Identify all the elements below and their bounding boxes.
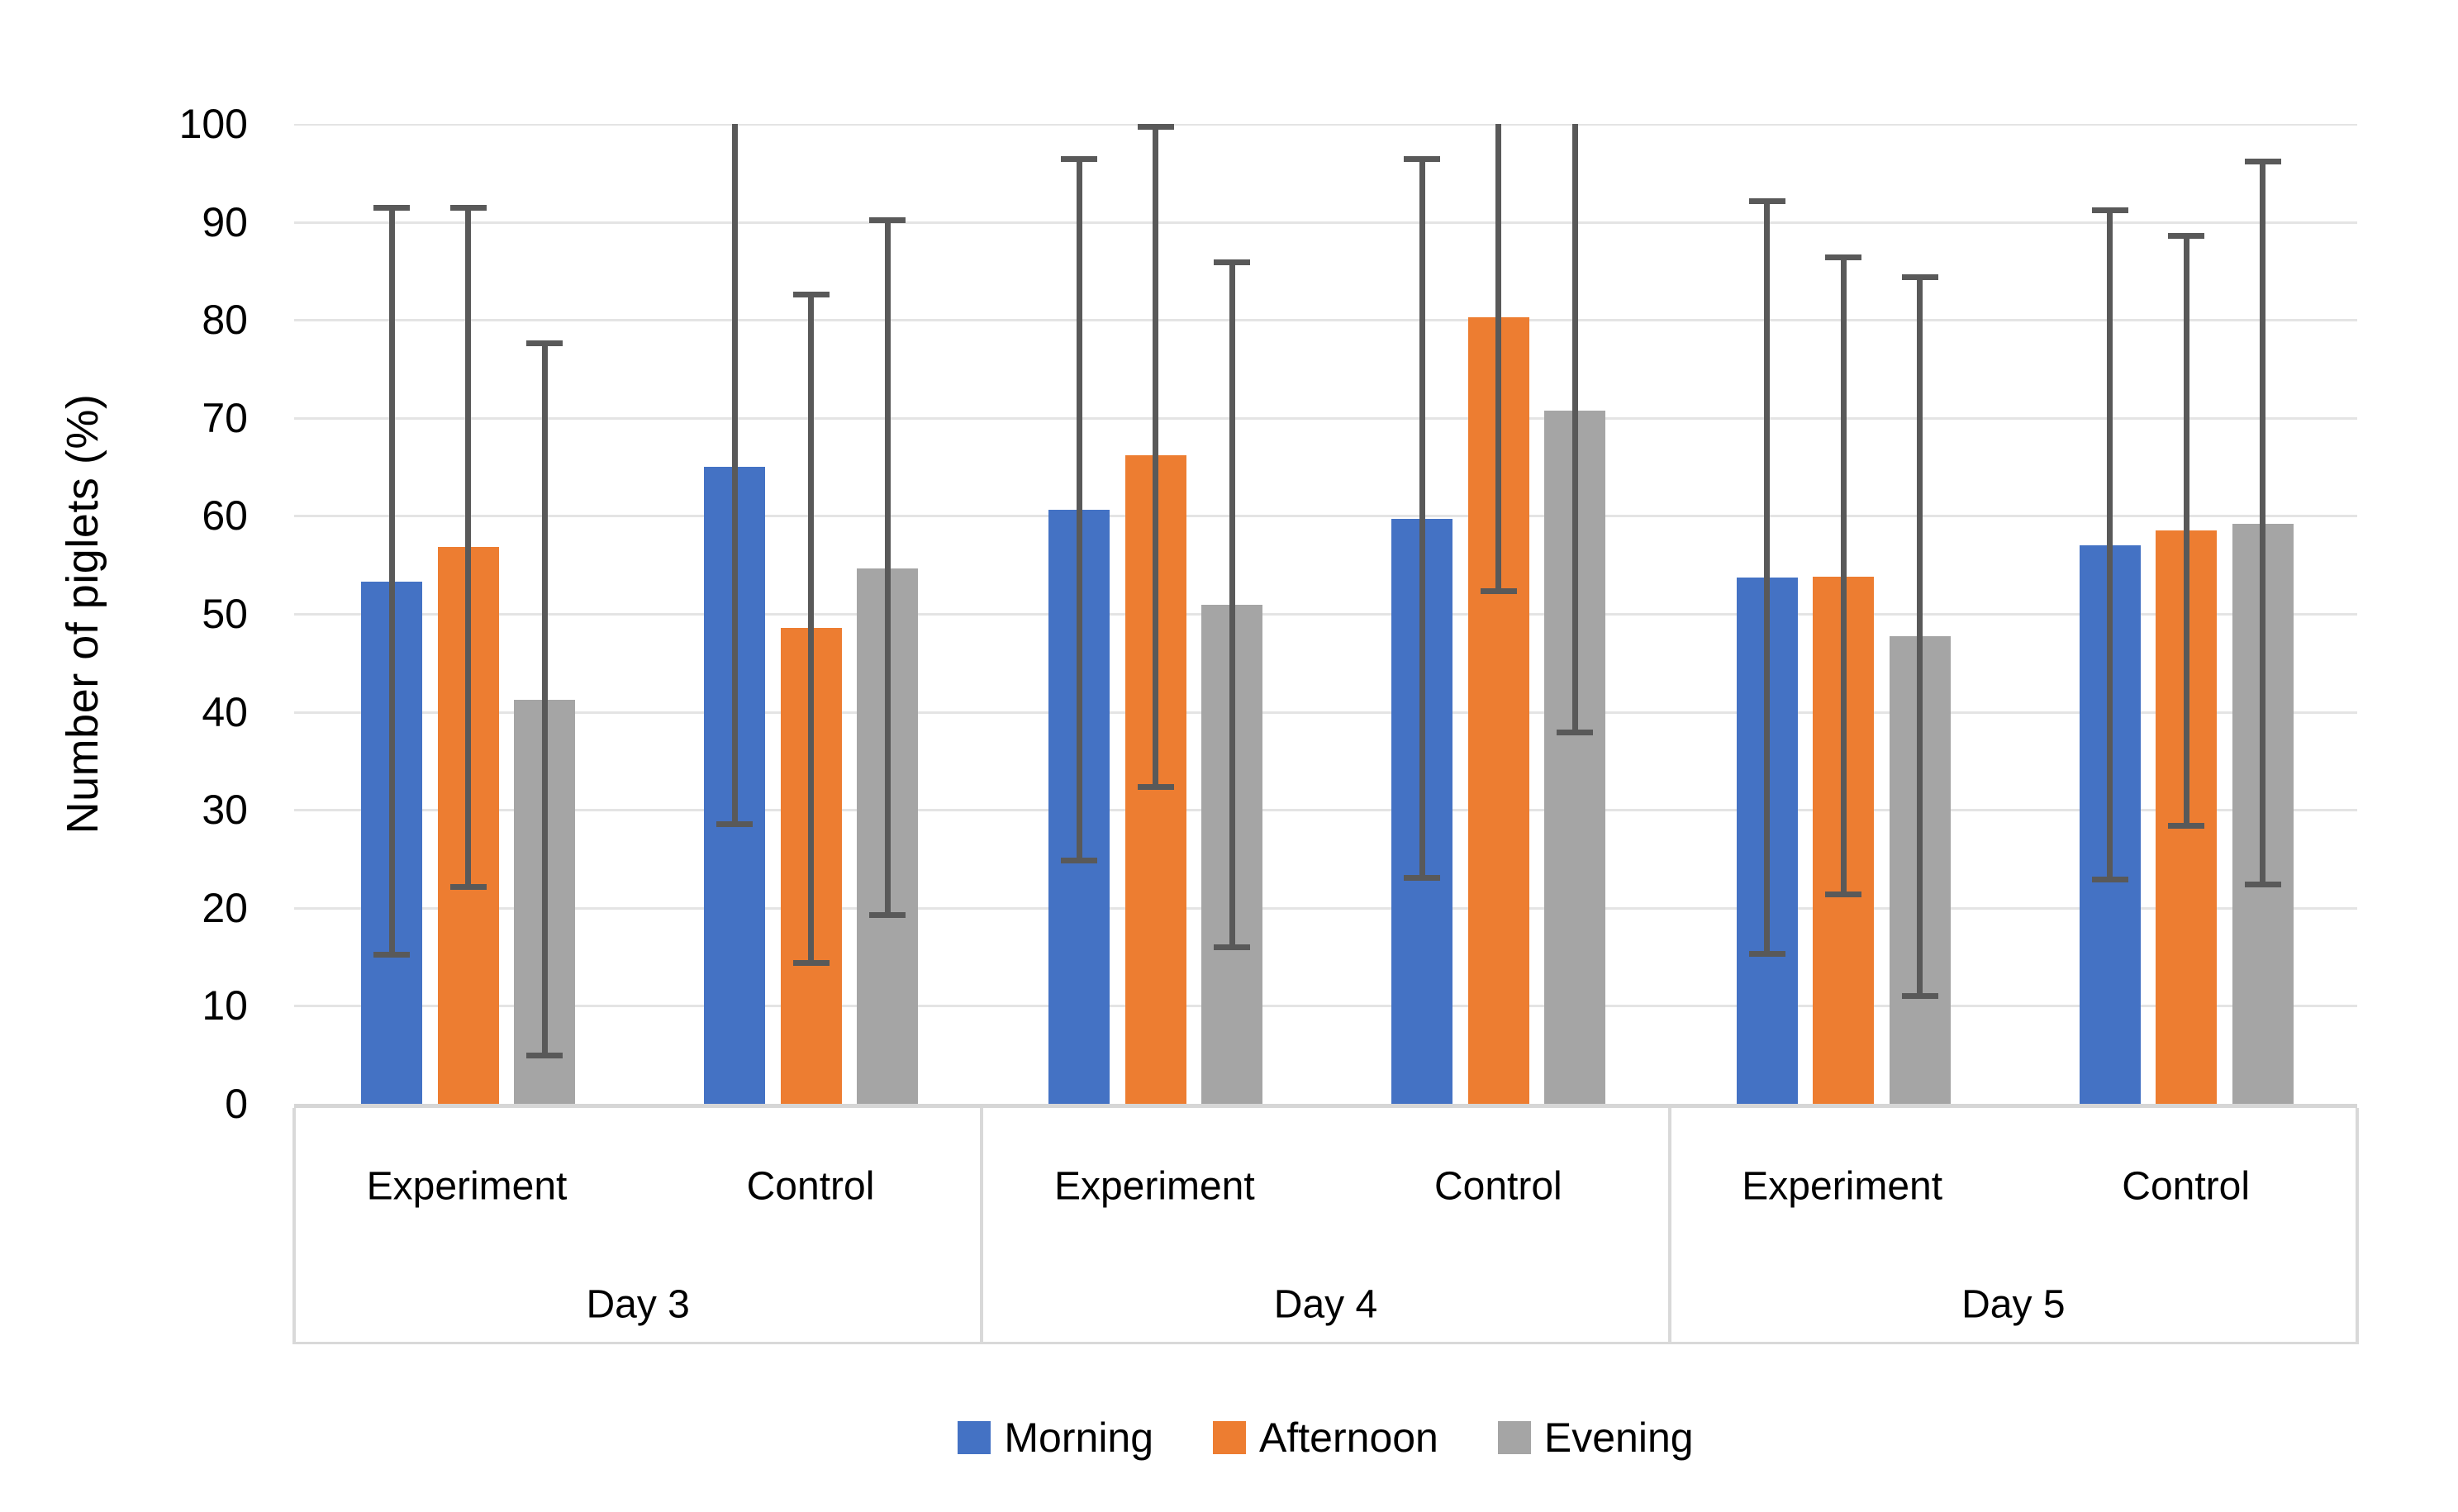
error-cap-bottom-evening-day4-control: [1557, 730, 1594, 735]
error-cap-bottom-afternoon-day3-control: [792, 959, 830, 966]
error-bar-morning-day3-experiment: [388, 207, 395, 955]
gridline-30: [294, 809, 2357, 812]
error-cap-bottom-evening-day3-control: [869, 911, 906, 918]
y-tick-label-0: 0: [225, 1081, 248, 1127]
category-separator-2: [1667, 1108, 1671, 1344]
error-cap-bottom-morning-day3-control: [716, 821, 753, 828]
legend-label-afternoon: Afternoon: [1259, 1415, 1438, 1461]
error-bar-evening-day5-control: [2260, 161, 2266, 885]
error-bar-morning-day4-control: [1419, 159, 1425, 878]
error-cap-top-morning-day5-experiment: [1748, 198, 1785, 205]
error-bar-afternoon-day5-experiment: [1840, 257, 1847, 895]
error-bar-afternoon-day4-control: [1495, 124, 1502, 592]
error-cap-top-afternoon-day3-control: [792, 291, 830, 297]
gridline-40: [294, 711, 2357, 714]
legend-item-morning: Morning: [958, 1417, 1153, 1458]
plot-area: [294, 124, 2357, 1108]
error-bar-morning-day5-experiment: [1764, 201, 1771, 954]
gridline-100: [294, 124, 2357, 126]
error-cap-top-afternoon-day4-experiment: [1137, 124, 1174, 130]
x-label-day5: Day 5: [1961, 1282, 2066, 1327]
y-tick-label-20: 20: [202, 884, 248, 931]
y-tick-label-40: 40: [202, 688, 248, 735]
x-label-day5-experiment: Experiment: [1742, 1164, 1943, 1209]
error-cap-top-afternoon-day5-experiment: [1825, 254, 1862, 260]
x-axis-bottom-rule: [294, 1342, 2357, 1344]
x-label-day3-control: Control: [746, 1164, 875, 1209]
error-bar-morning-day4-experiment: [1076, 159, 1082, 861]
error-bar-evening-day4-experiment: [1229, 262, 1235, 948]
error-bar-afternoon-day3-control: [808, 294, 814, 963]
gridline-50: [294, 613, 2357, 616]
legend-item-afternoon: Afternoon: [1213, 1417, 1438, 1458]
error-cap-top-afternoon-day3-experiment: [449, 205, 487, 212]
y-tick-label-80: 80: [202, 297, 248, 344]
legend-label-morning: Morning: [1004, 1415, 1154, 1461]
y-tick-label-60: 60: [202, 492, 248, 540]
error-cap-bottom-afternoon-day3-experiment: [449, 884, 487, 891]
category-separator-3: [2356, 1108, 2359, 1344]
error-cap-top-morning-day5-control: [2091, 207, 2128, 213]
legend-swatch-afternoon: [1213, 1421, 1247, 1454]
legend-item-evening: Evening: [1497, 1415, 1694, 1461]
error-bar-morning-day5-control: [2107, 210, 2113, 880]
error-cap-bottom-evening-day3-experiment: [526, 1053, 563, 1059]
error-cap-top-morning-day3-experiment: [373, 205, 410, 212]
y-tick-label-90: 90: [202, 198, 248, 245]
error-cap-bottom-morning-day3-experiment: [373, 952, 410, 958]
legend-label-evening: Evening: [1543, 1415, 1694, 1461]
y-tick-label-10: 10: [202, 982, 248, 1029]
x-label-day4-experiment: Experiment: [1053, 1164, 1255, 1209]
x-label-day3-experiment: Experiment: [366, 1164, 568, 1209]
error-bar-afternoon-day4-experiment: [1153, 124, 1159, 787]
gridline-60: [294, 515, 2357, 518]
error-cap-bottom-evening-day5-experiment: [1901, 993, 1938, 1000]
legend-swatch-evening: [1497, 1421, 1531, 1454]
y-tick-label-30: 30: [202, 787, 248, 834]
y-tick-label-70: 70: [202, 394, 248, 441]
error-cap-bottom-morning-day4-control: [1404, 874, 1441, 881]
error-cap-top-morning-day4-control: [1404, 156, 1441, 163]
y-tick-label-50: 50: [202, 591, 248, 637]
error-cap-bottom-afternoon-day4-experiment: [1137, 784, 1174, 791]
error-cap-top-morning-day4-experiment: [1061, 156, 1098, 163]
gridline-10: [294, 1005, 2357, 1008]
error-cap-bottom-afternoon-day4-control: [1480, 588, 1517, 595]
x-label-day5-control: Control: [2122, 1164, 2251, 1209]
error-cap-top-afternoon-day5-control: [2168, 232, 2205, 239]
gridline-20: [294, 906, 2357, 910]
error-bar-morning-day3-control: [731, 124, 738, 825]
error-bar-afternoon-day5-control: [2183, 235, 2189, 826]
error-cap-top-evening-day3-control: [869, 216, 906, 223]
error-cap-bottom-afternoon-day5-experiment: [1825, 891, 1862, 897]
x-axis-label-area: Experiment Control Day 3 Experiment Control D…: [292, 1108, 2359, 1344]
error-bar-evening-day4-control: [1571, 124, 1578, 733]
y-tick-label-100: 100: [178, 101, 248, 147]
gridline-70: [294, 416, 2357, 420]
category-separator-0: [292, 1108, 296, 1344]
error-cap-top-evening-day5-control: [2244, 158, 2281, 164]
error-cap-bottom-afternoon-day5-control: [2168, 822, 2205, 829]
gridline-90: [294, 221, 2357, 224]
error-cap-bottom-morning-day5-control: [2091, 876, 2128, 882]
error-cap-top-evening-day3-experiment: [526, 340, 563, 347]
legend: Morning Afternoon Evening: [294, 1405, 2357, 1471]
x-label-day3: Day 3: [586, 1282, 690, 1327]
legend-swatch-morning: [958, 1421, 991, 1454]
category-separator-1: [980, 1108, 984, 1344]
error-cap-bottom-morning-day5-experiment: [1748, 951, 1785, 958]
x-label-day4-control: Control: [1433, 1164, 1562, 1209]
error-cap-bottom-evening-day5-control: [2244, 881, 2281, 887]
gridline-80: [294, 319, 2357, 322]
error-cap-top-evening-day4-experiment: [1214, 259, 1251, 265]
error-bar-afternoon-day3-experiment: [465, 207, 471, 887]
error-bar-evening-day3-experiment: [541, 343, 548, 1056]
error-cap-bottom-evening-day4-experiment: [1214, 944, 1251, 950]
x-label-day4: Day 4: [1273, 1282, 1378, 1327]
error-bar-evening-day3-control: [884, 220, 891, 915]
error-cap-bottom-morning-day4-experiment: [1061, 858, 1098, 864]
error-bar-evening-day5-experiment: [1917, 277, 1923, 996]
error-cap-top-evening-day5-experiment: [1901, 273, 1938, 280]
